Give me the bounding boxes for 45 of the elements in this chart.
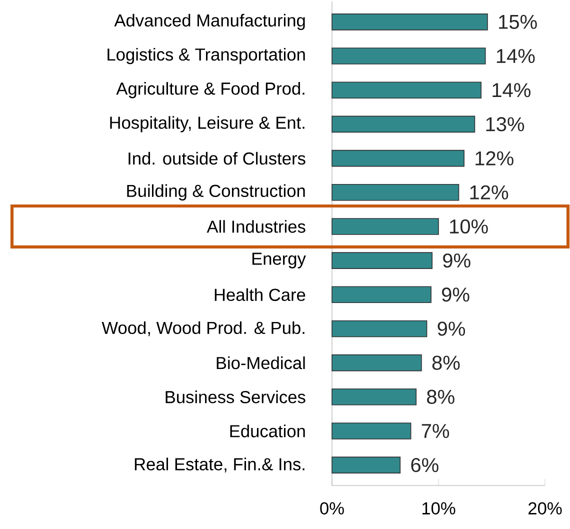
y-tick-label: Business Services xyxy=(166,390,306,404)
data-label: 8% xyxy=(432,356,460,370)
data-label: 13% xyxy=(486,117,524,132)
y-tick-label: Health Care xyxy=(214,288,306,301)
y-tick-label: Bio-Medical xyxy=(216,356,305,370)
x-tick-label: 10% xyxy=(422,502,456,514)
bar xyxy=(332,252,433,269)
y-tick-label: Hospitality, Leisure & Ent. xyxy=(110,116,304,132)
y-tick-label: Energy xyxy=(252,252,306,268)
y-tick-label: Advanced Manufacturing xyxy=(114,14,305,30)
y-tick-label: Education xyxy=(230,424,305,438)
data-label: 12% xyxy=(476,151,514,166)
data-label: 9% xyxy=(443,253,470,268)
data-label: 14% xyxy=(492,83,530,98)
data-label: 9% xyxy=(438,322,466,336)
data-label: 6% xyxy=(411,458,438,472)
data-label: 15% xyxy=(499,14,537,29)
data-label: 12% xyxy=(470,185,508,200)
data-label: 8% xyxy=(427,390,454,404)
bar xyxy=(332,354,422,372)
bar xyxy=(332,14,488,30)
data-label: 14% xyxy=(496,49,535,64)
bar xyxy=(332,456,401,474)
x-tick-label: 20% xyxy=(528,502,562,514)
bar xyxy=(332,82,482,99)
y-tick-label: Real Estate, Fin.& Ins. xyxy=(134,458,304,472)
y-tick-label: Building & Construction xyxy=(127,184,305,200)
bar xyxy=(332,184,460,201)
y-tick-label: Agriculture & Food Prod. xyxy=(116,82,304,98)
bar xyxy=(332,286,432,304)
bar xyxy=(332,218,439,235)
y-tick-label: Ind. outside of Clusters xyxy=(128,152,306,165)
bar xyxy=(332,320,428,338)
bar xyxy=(332,388,417,406)
y-tick-label: Logistics & Transportation xyxy=(108,48,305,64)
bar xyxy=(332,48,486,64)
bar xyxy=(332,116,476,133)
y-tick-label: Wood, Wood Prod. & Pub. xyxy=(102,321,304,336)
data-label: 10% xyxy=(450,219,488,234)
bar xyxy=(332,422,412,440)
x-tick-label: 0% xyxy=(320,502,344,514)
data-label: 9% xyxy=(442,288,470,302)
data-label: 7% xyxy=(422,424,450,438)
y-tick-label: All Industries xyxy=(206,220,306,233)
bar xyxy=(332,150,464,167)
